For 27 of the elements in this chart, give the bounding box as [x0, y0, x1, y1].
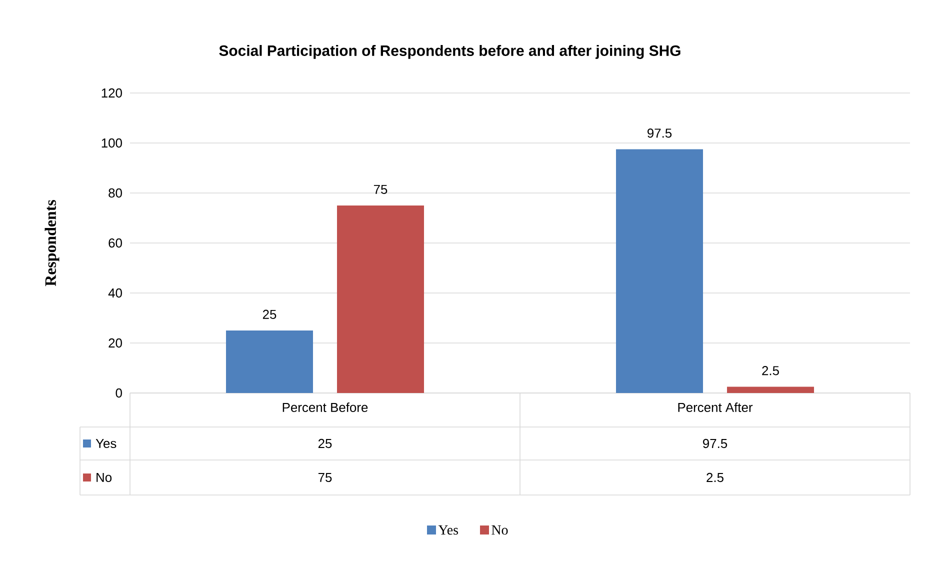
chart-title: Social Participation of Respondents before and after joining SHG [219, 45, 680, 59]
data-label: 75 [318, 472, 332, 482]
bar [727, 386, 814, 393]
bar [226, 330, 313, 393]
text: Yes [438, 525, 458, 535]
data-label: 97.5 [703, 438, 728, 448]
y-tick-label: 20 [108, 338, 122, 348]
x-tick-label: Percent After [678, 402, 753, 412]
y-tick-label: 80 [108, 188, 122, 198]
text: 25 [262, 310, 276, 319]
text: No [96, 472, 112, 482]
y-tick-label: 60 [108, 238, 122, 248]
data-label: 2.5 [706, 472, 724, 482]
bar [616, 149, 704, 393]
y-axis-title: Respondents [44, 200, 60, 286]
y-tick-label: 100 [102, 138, 122, 148]
text: 97.5 [648, 128, 672, 138]
y-tick-label: 40 [108, 288, 122, 298]
y-tick-label: 120 [102, 88, 122, 98]
legend-label: Yes [96, 438, 116, 448]
text: 2.5 [762, 366, 779, 376]
x-tick-label: Percent Before [282, 402, 368, 412]
legend-label: No [492, 525, 508, 535]
bar [337, 206, 424, 393]
text: 75 [374, 184, 388, 194]
y-tick-label: 0 [116, 388, 122, 398]
data-label: 25 [318, 438, 332, 448]
